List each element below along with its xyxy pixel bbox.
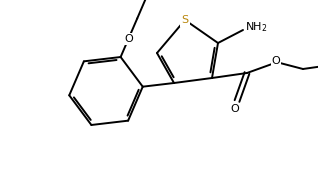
Text: O: O <box>124 34 133 44</box>
Text: O: O <box>272 56 280 66</box>
Text: NH$_2$: NH$_2$ <box>245 20 267 34</box>
Text: S: S <box>182 15 189 25</box>
Text: O: O <box>231 104 239 114</box>
